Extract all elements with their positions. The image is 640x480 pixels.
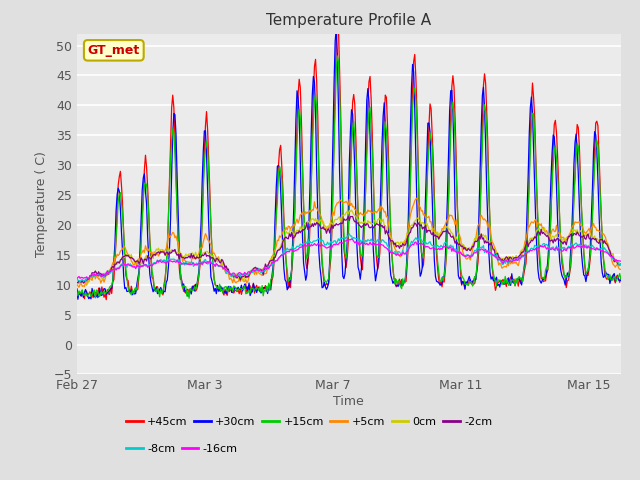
- Title: Temperature Profile A: Temperature Profile A: [266, 13, 431, 28]
- Legend: -8cm, -16cm: -8cm, -16cm: [126, 444, 238, 454]
- Y-axis label: Temperature ( C): Temperature ( C): [35, 151, 48, 257]
- Text: GT_met: GT_met: [88, 44, 140, 57]
- X-axis label: Time: Time: [333, 395, 364, 408]
